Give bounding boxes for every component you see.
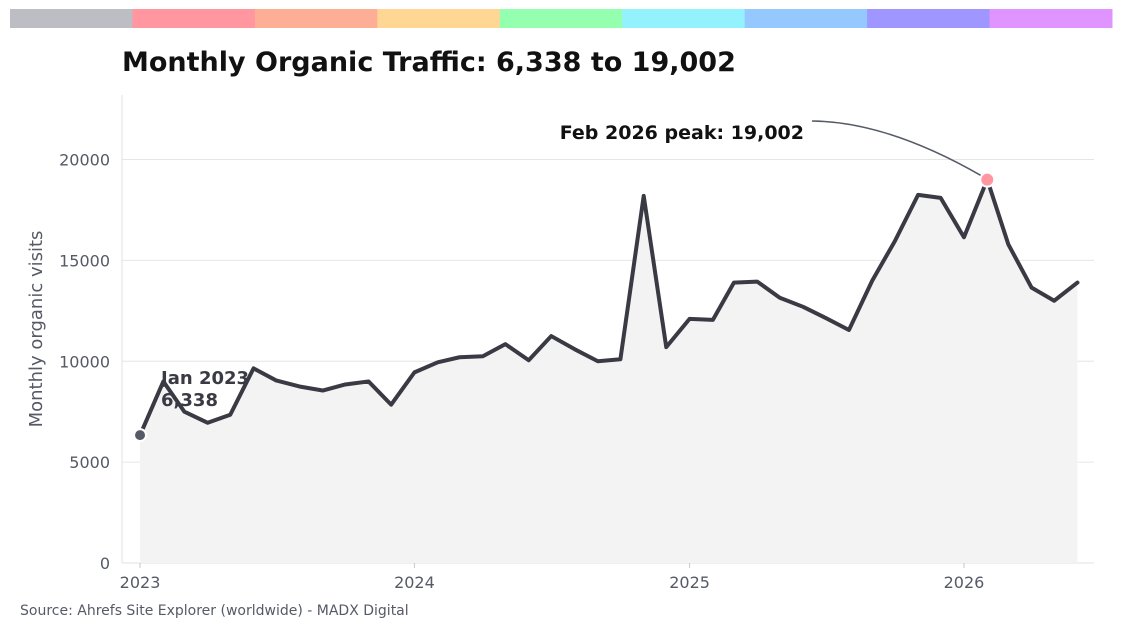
palette-swatch [254,9,378,28]
x-tick-label: 2026 [944,573,985,592]
traffic-area-fill [140,179,1078,563]
source-note: Source: Ahrefs Site Explorer (worldwide)… [20,603,409,619]
y-tick-label: 0 [100,554,110,573]
palette-swatch [867,9,991,28]
y-tick-labels: 0 5000 10000 15000 20000 [59,151,110,573]
palette-swatch [989,9,1113,28]
palette-swatch [622,9,746,28]
palette-strip [10,9,1113,28]
y-axis-label: Monthly organic visits [26,231,47,428]
start-annotation: Jan 2023 6,338 [159,368,249,411]
peak-marker [979,171,996,188]
y-tick-label: 20000 [59,151,110,170]
x-tick-label: 2024 [394,573,435,592]
palette-swatch [377,9,501,28]
y-tick-label: 10000 [59,352,110,371]
x-tick-label: 2025 [669,573,710,592]
x-tick-labels: 2023 2024 2025 2026 [120,563,985,592]
palette-swatch [744,9,868,28]
start-annotation-line: 6,338 [161,390,218,411]
traffic-series-line [138,177,1080,438]
y-tick-label: 15000 [59,251,110,270]
start-marker [133,428,148,443]
start-annotation-line: Jan 2023 [159,368,249,389]
palette-swatch [10,9,133,28]
palette-swatch [499,9,623,28]
peak-connector [811,120,982,177]
peak-annotation: Feb 2026 peak: 19,002 [560,122,804,144]
chart-title: Monthly Organic Traffic: 6,338 to 19,002 [122,47,736,78]
x-tick-label: 2023 [120,573,161,592]
annotations: Jan 2023 6,338 Feb 2026 peak: 19,002 [133,120,996,443]
palette-swatch [132,9,256,28]
y-tick-label: 5000 [69,453,110,472]
